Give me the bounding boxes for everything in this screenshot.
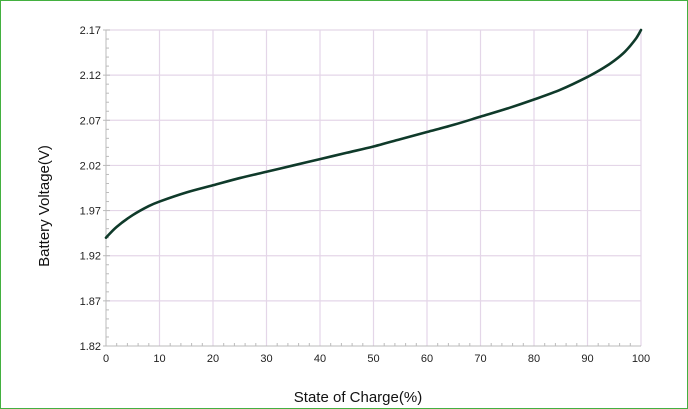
x-tick-label: 80: [528, 353, 540, 365]
x-tick-label: 90: [581, 353, 593, 365]
x-tick-label: 40: [314, 353, 326, 365]
y-tick-label: 2.17: [80, 25, 101, 37]
x-axis-title: State of Charge(%): [294, 389, 422, 406]
x-tick-label: 60: [421, 353, 433, 365]
y-tick-label: 2.07: [80, 115, 101, 127]
x-tick-label: 30: [260, 353, 272, 365]
grid: [106, 29, 642, 346]
x-tick-label: 0: [103, 353, 109, 365]
y-tick-label: 2.12: [80, 70, 101, 82]
x-tick-label: 50: [367, 353, 379, 365]
y-tick-label: 2.02: [80, 160, 101, 172]
x-tick-label: 100: [632, 353, 650, 365]
tick-labels: 0 10 20 30 40 50 60 70 80 90 100 1.82 1.87 1.92 1.97 2.…: [80, 25, 651, 365]
x-tick-label: 70: [474, 353, 486, 365]
y-tick-label: 1.97: [80, 206, 101, 218]
voltage-curve-line: [104, 28, 643, 239]
x-tick-label: 10: [153, 353, 165, 365]
y-tick-label: 1.87: [80, 296, 101, 308]
y-tick-label: 1.92: [80, 251, 101, 263]
axes: [103, 29, 641, 347]
series: [104, 28, 643, 239]
y-axis-title: Battery Voltage(V): [36, 145, 53, 267]
x-tick-label: 20: [207, 353, 219, 365]
y-tick-label: 1.82: [80, 341, 101, 353]
